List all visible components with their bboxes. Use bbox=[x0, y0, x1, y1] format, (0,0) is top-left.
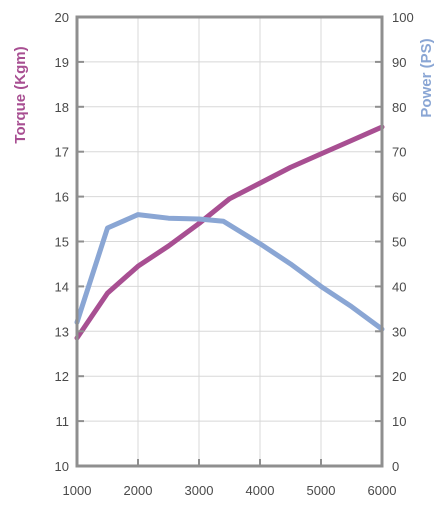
power-series-line bbox=[74, 212, 385, 332]
x-tick-label: 4000 bbox=[246, 483, 275, 498]
y-right-tick-label: 30 bbox=[392, 324, 406, 339]
y-right-tick-label: 70 bbox=[392, 145, 406, 160]
y-right-tick-label: 100 bbox=[392, 10, 414, 25]
y-left-axis-title: Torque (Kgm) bbox=[12, 46, 29, 143]
y-right-tick-label: 40 bbox=[392, 279, 406, 294]
y-left-tick-label: 10 bbox=[55, 459, 69, 474]
y-left-tick-label: 20 bbox=[55, 10, 69, 25]
y-right-axis-ticks: 0 10 20 30 40 50 60 70 80 90 100 bbox=[375, 10, 414, 474]
y-left-tick-label: 17 bbox=[55, 145, 69, 160]
torque-series-line bbox=[74, 124, 385, 341]
y-right-axis-title: Power (PS) bbox=[418, 38, 435, 117]
y-left-tick-label: 18 bbox=[55, 100, 69, 115]
y-left-tick-label: 14 bbox=[55, 279, 69, 294]
y-right-tick-label: 50 bbox=[392, 235, 406, 250]
x-tick-label: 3000 bbox=[185, 483, 214, 498]
series-lines bbox=[74, 124, 385, 341]
y-left-tick-label: 16 bbox=[55, 190, 69, 205]
x-tick-label: 2000 bbox=[124, 483, 153, 498]
y-left-tick-label: 15 bbox=[55, 235, 69, 250]
x-axis-ticks: 1000 2000 3000 4000 5000 6000 bbox=[63, 459, 397, 498]
y-left-tick-label: 19 bbox=[55, 55, 69, 70]
y-left-tick-label: 11 bbox=[56, 414, 70, 429]
y-left-axis-ticks: 10 11 12 13 14 15 16 17 18 19 20 bbox=[55, 10, 84, 474]
y-right-tick-label: 90 bbox=[392, 55, 406, 70]
y-right-tick-label: 20 bbox=[392, 369, 406, 384]
grid bbox=[76, 16, 383, 467]
x-tick-label: 1000 bbox=[63, 483, 92, 498]
x-tick-label: 5000 bbox=[307, 483, 336, 498]
y-right-tick-label: 80 bbox=[392, 100, 406, 115]
x-tick-label: 6000 bbox=[368, 483, 397, 498]
y-left-tick-label: 13 bbox=[55, 324, 69, 339]
y-right-tick-label: 10 bbox=[392, 414, 406, 429]
y-right-tick-label: 0 bbox=[392, 459, 399, 474]
y-right-tick-label: 60 bbox=[392, 190, 406, 205]
y-left-tick-label: 12 bbox=[55, 369, 69, 384]
